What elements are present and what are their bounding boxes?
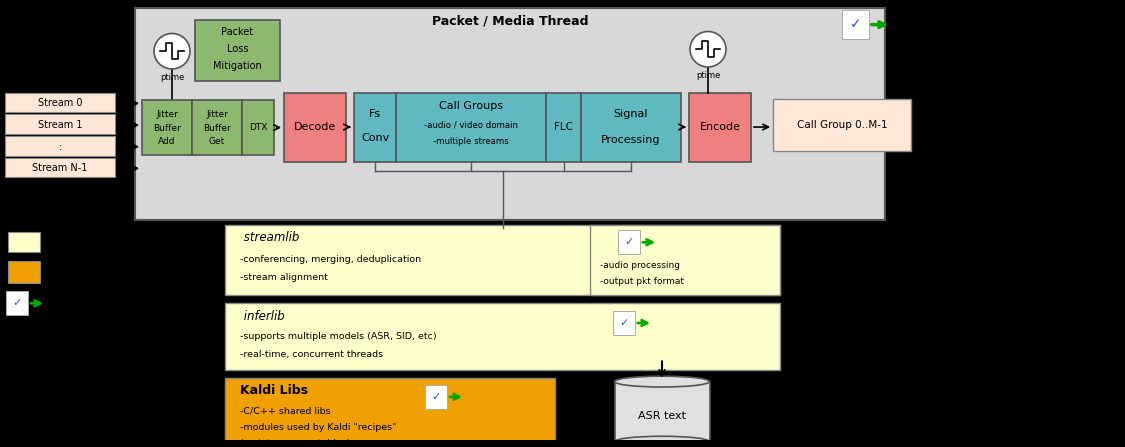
FancyBboxPatch shape xyxy=(618,231,640,254)
Text: ✓: ✓ xyxy=(849,17,862,32)
Text: Signal: Signal xyxy=(614,109,648,119)
FancyBboxPatch shape xyxy=(425,385,447,409)
FancyBboxPatch shape xyxy=(4,157,115,177)
Text: Mitigation: Mitigation xyxy=(213,61,262,71)
Text: ✓: ✓ xyxy=(431,392,441,402)
FancyBboxPatch shape xyxy=(242,101,274,155)
Text: ASR text: ASR text xyxy=(638,411,686,421)
Text: (scripts + executables): (scripts + executables) xyxy=(240,439,351,447)
FancyBboxPatch shape xyxy=(4,136,115,156)
Text: :: : xyxy=(58,142,62,152)
Text: Stream 0: Stream 0 xyxy=(38,98,82,109)
Text: -real-time, concurrent threads: -real-time, concurrent threads xyxy=(240,350,384,359)
Text: Get: Get xyxy=(209,137,225,146)
Text: Processing: Processing xyxy=(601,135,660,145)
Text: Stream N-1: Stream N-1 xyxy=(33,164,88,173)
Text: -stream alignment: -stream alignment xyxy=(240,273,327,282)
FancyBboxPatch shape xyxy=(192,101,242,155)
FancyBboxPatch shape xyxy=(773,100,911,151)
Ellipse shape xyxy=(614,436,710,447)
Text: Fs: Fs xyxy=(369,109,381,119)
FancyBboxPatch shape xyxy=(590,224,780,295)
Text: -C/C++ shared libs: -C/C++ shared libs xyxy=(240,406,331,415)
Text: ptime: ptime xyxy=(160,73,184,82)
Text: -conferencing, merging, deduplication: -conferencing, merging, deduplication xyxy=(240,256,421,265)
Text: Jitter: Jitter xyxy=(206,110,228,119)
Text: -modules used by Kaldi "recipes": -modules used by Kaldi "recipes" xyxy=(240,423,396,432)
Text: streamlib: streamlib xyxy=(240,231,299,244)
Text: Conv: Conv xyxy=(361,133,389,143)
Text: Call Groups: Call Groups xyxy=(439,101,503,111)
Text: Jitter: Jitter xyxy=(156,110,178,119)
Text: ✓: ✓ xyxy=(624,237,633,247)
Ellipse shape xyxy=(614,376,710,387)
FancyBboxPatch shape xyxy=(4,114,115,134)
Text: ptime: ptime xyxy=(695,72,720,80)
Text: Call Group 0..M-1: Call Group 0..M-1 xyxy=(796,120,888,130)
Circle shape xyxy=(690,31,726,67)
FancyBboxPatch shape xyxy=(614,382,710,442)
FancyBboxPatch shape xyxy=(688,93,752,161)
Text: -audio processing: -audio processing xyxy=(600,261,680,270)
Text: DTX: DTX xyxy=(249,123,268,132)
Text: Loss: Loss xyxy=(227,44,249,54)
Text: -supports multiple models (ASR, SID, etc): -supports multiple models (ASR, SID, etc… xyxy=(240,332,436,342)
Text: Kaldi Libs: Kaldi Libs xyxy=(240,384,308,397)
FancyBboxPatch shape xyxy=(142,101,192,155)
Text: -multiple streams: -multiple streams xyxy=(433,137,508,146)
Text: Decode: Decode xyxy=(294,122,336,132)
FancyBboxPatch shape xyxy=(580,93,681,161)
FancyBboxPatch shape xyxy=(195,20,280,81)
FancyBboxPatch shape xyxy=(284,93,346,161)
Text: ✓: ✓ xyxy=(619,318,629,328)
Text: Packet: Packet xyxy=(222,28,253,38)
FancyBboxPatch shape xyxy=(135,8,885,219)
FancyBboxPatch shape xyxy=(225,378,555,447)
Text: inferlib: inferlib xyxy=(240,310,285,323)
Text: ✓: ✓ xyxy=(12,298,21,308)
Text: Buffer: Buffer xyxy=(153,123,181,132)
Text: Buffer: Buffer xyxy=(204,123,231,132)
FancyBboxPatch shape xyxy=(8,232,40,252)
Text: -audio / video domain: -audio / video domain xyxy=(424,121,518,130)
Circle shape xyxy=(154,34,190,69)
Text: Stream 1: Stream 1 xyxy=(38,120,82,130)
FancyBboxPatch shape xyxy=(546,93,580,161)
FancyBboxPatch shape xyxy=(354,93,396,161)
Text: -output pkt format: -output pkt format xyxy=(600,277,684,286)
FancyBboxPatch shape xyxy=(6,291,28,315)
Text: FLC: FLC xyxy=(554,122,573,132)
FancyBboxPatch shape xyxy=(4,93,115,112)
FancyBboxPatch shape xyxy=(842,10,868,39)
Text: Packet / Media Thread: Packet / Media Thread xyxy=(432,14,588,27)
FancyBboxPatch shape xyxy=(8,261,40,283)
FancyBboxPatch shape xyxy=(225,224,780,295)
FancyBboxPatch shape xyxy=(225,304,780,370)
Text: Add: Add xyxy=(159,137,176,146)
FancyBboxPatch shape xyxy=(613,311,634,335)
FancyBboxPatch shape xyxy=(396,93,546,161)
Text: Encode: Encode xyxy=(700,122,740,132)
